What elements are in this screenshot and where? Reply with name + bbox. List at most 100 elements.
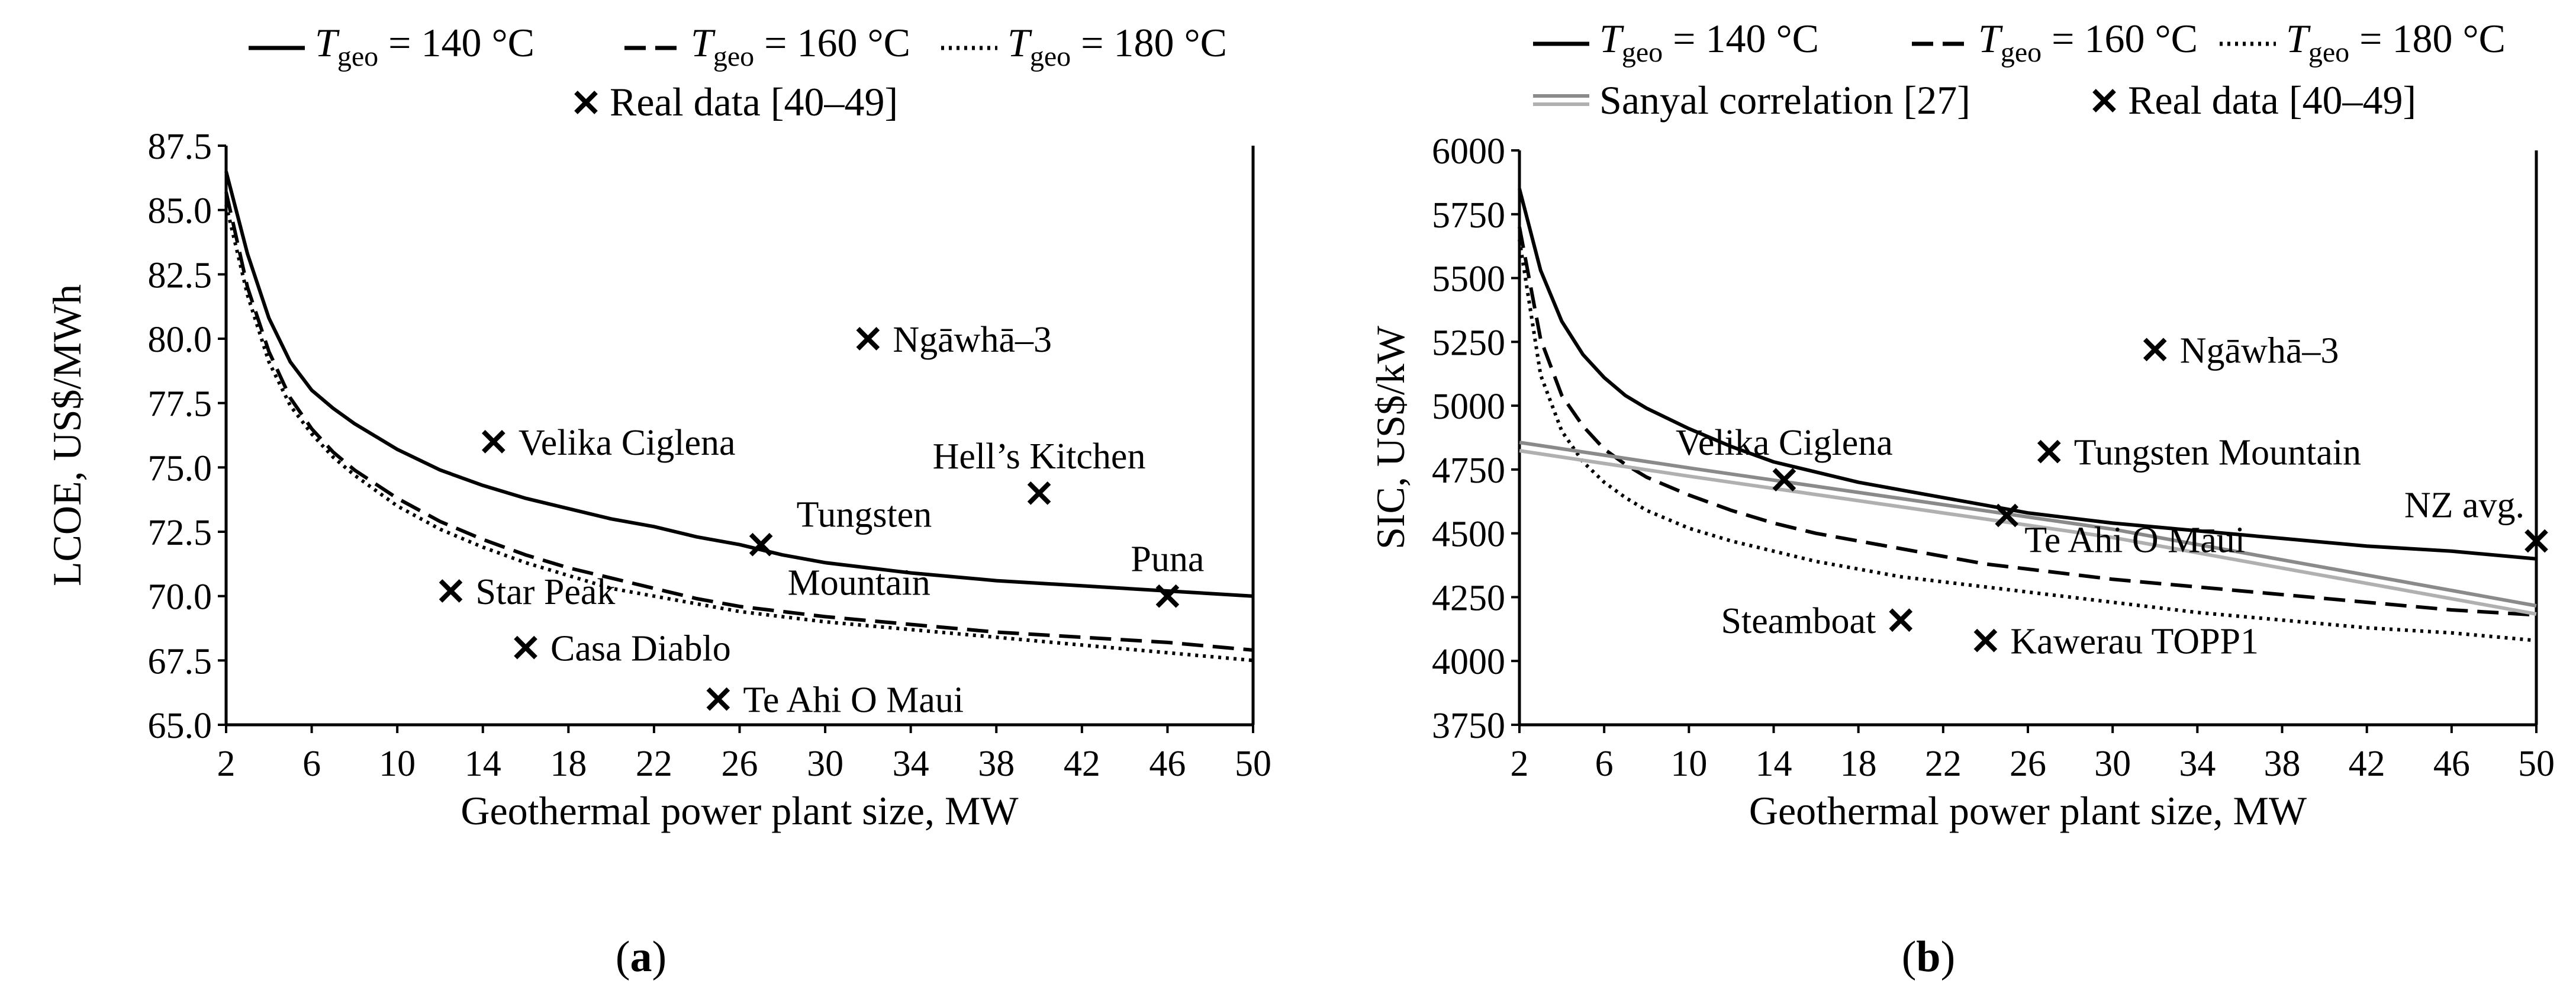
data-point-marker (1889, 608, 1913, 632)
caption-paren: ( (616, 933, 630, 981)
data-point-label: Tungsten (797, 495, 932, 535)
legend-label-sanyal: Sanyal correlation [27] (1599, 78, 1970, 123)
x-tick-label: 34 (893, 744, 929, 784)
x-tick-label: 42 (2349, 744, 2385, 784)
x-tick-label: 22 (636, 744, 672, 784)
x-tick-label: 14 (465, 744, 501, 784)
data-point-label: Velika Ciglena (519, 423, 736, 463)
x-tick-label: 2 (1511, 744, 1529, 784)
data-point-marker (856, 327, 880, 351)
y-tick-label: 77.5 (148, 384, 212, 425)
y-tick-label: 82.5 (148, 255, 212, 295)
data-point-label: NZ avg. (2404, 486, 2525, 526)
x-axis-title: Geothermal power plant size, MW (461, 788, 1019, 833)
x-tick-label: 38 (2264, 744, 2301, 784)
x-tick-label: 34 (2179, 744, 2216, 784)
y-tick-label: 5250 (1432, 323, 1505, 363)
x-tick-label: 14 (1756, 744, 1792, 784)
data-point-marker (2037, 439, 2061, 464)
panel-caption: (b) (1902, 933, 1955, 981)
y-tick-label: 65.0 (148, 706, 212, 746)
legend-label-dotted: Tgeo = 180 °C (1007, 20, 1227, 72)
data-point-marker (2525, 529, 2548, 553)
legend-label-real-data: Real data [40–49] (610, 79, 898, 124)
y-tick-label: 70.0 (148, 577, 212, 618)
data-point-label: Steamboat (1721, 601, 1876, 641)
data-point-label: Te Ahi O Maui (743, 680, 964, 721)
data-point-marker (1772, 468, 1796, 491)
x-tick-label: 6 (302, 744, 321, 784)
caption-paren: ) (1941, 933, 1956, 981)
x-tick-label: 46 (1149, 744, 1186, 784)
legend-label-solid: Tgeo = 140 °C (1599, 16, 1819, 68)
legend-value: = 180 °C (2349, 16, 2506, 61)
data-point-marker (1995, 503, 2019, 528)
legend: Tgeo = 140 °C Tgeo = 160 °C Tgeo = 180 °CR… (249, 20, 1227, 124)
caption-letter: b (1916, 933, 1940, 981)
series-line-sanyal-2 (1519, 449, 2537, 616)
x-tick-label: 18 (550, 744, 587, 784)
legend-label-solid: Tgeo = 140 °C (315, 20, 534, 72)
legend-label-real-data: Real data [40–49] (2128, 78, 2416, 123)
caption-paren: ) (652, 933, 667, 981)
y-tick-label: 80.0 (148, 320, 212, 360)
series-line-dashed (1518, 226, 2537, 617)
legend-marker-real-data (2092, 89, 2116, 113)
legend-prefix: T (1007, 20, 1032, 65)
data-point-marker (481, 430, 505, 454)
data-point-label: Star Peak (476, 572, 616, 612)
data-point-marker (2143, 338, 2167, 362)
data-point-label: Ngāwhā–3 (2180, 330, 2339, 371)
y-tick-label: 6000 (1432, 131, 1505, 172)
x-tick-label: 2 (217, 744, 236, 784)
data-point-label: Casa Diablo (550, 629, 731, 669)
x-tick-label: 46 (2433, 744, 2470, 784)
caption-paren: ( (1902, 933, 1917, 981)
legend-marker-real-data (574, 91, 598, 114)
y-tick-label: 5000 (1432, 387, 1505, 427)
y-tick-label: 3750 (1432, 706, 1505, 746)
y-tick-label: 75.0 (148, 448, 212, 489)
legend-value: = 140 °C (378, 20, 534, 65)
y-tick-label: 4500 (1432, 515, 1505, 555)
x-tick-label: 50 (1235, 744, 1271, 784)
data-point-label: Puna (1131, 539, 1204, 580)
data-point-label: Tungsten Mountain (2074, 433, 2361, 473)
legend-value: = 180 °C (1071, 20, 1227, 65)
data-point-label: Te Ahi O Māui (2024, 520, 2245, 560)
legend-subscript: geo (1622, 37, 1663, 68)
caption-letter: a (630, 933, 652, 981)
data-point-label: Kawerau TOPP1 (2010, 622, 2259, 662)
legend-value: = 160 °C (754, 20, 910, 65)
panel-caption: (a) (616, 933, 666, 981)
x-tick-label: 10 (1670, 744, 1707, 784)
legend-prefix: T (2286, 16, 2311, 61)
data-point-label: Ngāwhā–3 (893, 320, 1052, 360)
legend-subscript: geo (1030, 41, 1071, 72)
y-tick-label: 85.0 (148, 191, 212, 232)
data-point-marker (749, 532, 773, 557)
legend-subscript: geo (2001, 37, 2042, 68)
x-tick-label: 38 (978, 744, 1015, 784)
legend-value: = 160 °C (2042, 16, 2198, 61)
series-line-dotted (1518, 239, 2537, 642)
legend: Tgeo = 140 °C Tgeo = 160 °C Tgeo = 180 °C S… (1533, 16, 2506, 123)
legend-subscript: geo (713, 41, 754, 72)
x-tick-label: 18 (1840, 744, 1877, 784)
data-point-marker (1027, 481, 1051, 505)
chart-panel-b: Tgeo = 140 °C Tgeo = 160 °C Tgeo = 180 °C S… (1368, 16, 2555, 981)
x-tick-label: 30 (2094, 744, 2131, 784)
data-point-marker (439, 579, 463, 603)
series-line-solid (1518, 188, 2537, 561)
series-line-solid (224, 171, 1254, 598)
data-point-label: Mountain (788, 563, 930, 603)
legend-subscript: geo (2308, 37, 2349, 68)
x-tick-label: 22 (1925, 744, 1962, 784)
legend-value: = 140 °C (1663, 16, 1819, 61)
legend-prefix: T (315, 20, 340, 65)
y-axis-title: LCOE, US$/MWh (44, 284, 89, 586)
y-tick-label: 4000 (1432, 642, 1505, 682)
y-tick-label: 67.5 (148, 641, 212, 682)
legend-prefix: T (1978, 16, 2003, 61)
